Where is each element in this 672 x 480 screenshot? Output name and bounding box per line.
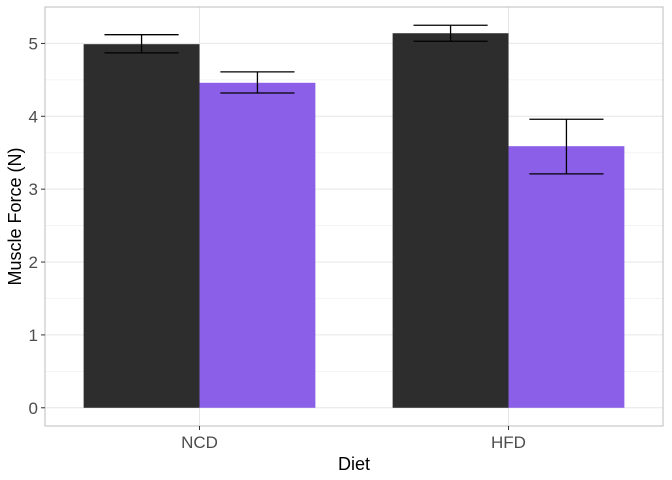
bar <box>199 82 316 408</box>
error-bar <box>104 34 179 54</box>
x-axis-title: Diet <box>338 454 370 474</box>
error-bar <box>220 71 295 94</box>
bar <box>508 146 625 408</box>
y-axis-ticks: 0 1 2 3 4 5 <box>29 34 45 418</box>
panel-border <box>44 6 664 427</box>
x-tick-label: NCD <box>181 433 218 452</box>
y-tick-label: 2 <box>29 253 38 272</box>
y-tick-label: 1 <box>29 326 38 345</box>
error-bar <box>529 118 604 175</box>
y-axis-title: Muscle Force (N) <box>5 147 25 285</box>
bar <box>83 44 200 408</box>
bars <box>83 33 625 408</box>
y-tick-label: 5 <box>29 34 38 53</box>
error-bars <box>104 24 604 175</box>
bar <box>392 33 509 408</box>
y-tick-label: 0 <box>29 399 38 418</box>
x-tick-label: HFD <box>491 433 526 452</box>
y-tick-label: 4 <box>29 107 38 126</box>
x-axis-ticks: NCD HFD <box>181 426 526 452</box>
y-tick-label: 3 <box>29 180 38 199</box>
error-bar <box>413 24 488 42</box>
